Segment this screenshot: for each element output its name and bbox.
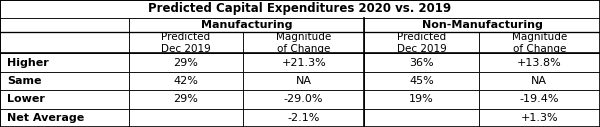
Text: 36%: 36% bbox=[409, 58, 434, 68]
Bar bbox=[129, 53, 243, 72]
Bar bbox=[364, 90, 479, 109]
Bar bbox=[0, 18, 129, 33]
Text: 45%: 45% bbox=[409, 76, 434, 86]
Bar bbox=[129, 33, 243, 53]
Text: Predicted
Dec 2019: Predicted Dec 2019 bbox=[161, 32, 211, 54]
Text: Predicted
Dec 2019: Predicted Dec 2019 bbox=[397, 32, 446, 54]
Text: -2.1%: -2.1% bbox=[287, 113, 320, 123]
Text: Net Average: Net Average bbox=[7, 113, 85, 123]
Bar bbox=[479, 109, 600, 127]
Bar bbox=[364, 33, 479, 53]
Bar bbox=[0, 53, 129, 72]
Text: +13.8%: +13.8% bbox=[517, 58, 562, 68]
Text: Higher: Higher bbox=[7, 58, 49, 68]
Text: 42%: 42% bbox=[173, 76, 199, 86]
Text: 29%: 29% bbox=[173, 94, 199, 104]
Bar bbox=[0, 90, 129, 109]
Text: +21.3%: +21.3% bbox=[281, 58, 326, 68]
Bar bbox=[0, 0, 600, 18]
Bar bbox=[129, 18, 364, 33]
Bar bbox=[479, 90, 600, 109]
Text: Lower: Lower bbox=[7, 94, 45, 104]
Bar bbox=[364, 109, 479, 127]
Text: NA: NA bbox=[296, 76, 311, 86]
Bar bbox=[243, 72, 364, 90]
Bar bbox=[0, 109, 129, 127]
Text: 19%: 19% bbox=[409, 94, 434, 104]
Text: Same: Same bbox=[7, 76, 42, 86]
Bar bbox=[364, 72, 479, 90]
Bar bbox=[129, 72, 243, 90]
Bar bbox=[0, 33, 129, 53]
Text: Magnitude
of Change: Magnitude of Change bbox=[512, 32, 567, 54]
Bar bbox=[243, 33, 364, 53]
Bar bbox=[479, 72, 600, 90]
Bar bbox=[479, 33, 600, 53]
Bar bbox=[243, 109, 364, 127]
Bar bbox=[364, 53, 479, 72]
Bar bbox=[479, 53, 600, 72]
Text: -29.0%: -29.0% bbox=[284, 94, 323, 104]
Bar bbox=[0, 72, 129, 90]
Bar bbox=[243, 53, 364, 72]
Text: NA: NA bbox=[531, 76, 547, 86]
Text: 29%: 29% bbox=[173, 58, 199, 68]
Text: Manufacturing: Manufacturing bbox=[201, 20, 292, 30]
Bar bbox=[129, 90, 243, 109]
Text: Predicted Capital Expenditures 2020 vs. 2019: Predicted Capital Expenditures 2020 vs. … bbox=[148, 2, 452, 15]
Text: +1.3%: +1.3% bbox=[520, 113, 558, 123]
Bar bbox=[364, 18, 600, 33]
Text: Magnitude
of Change: Magnitude of Change bbox=[276, 32, 331, 54]
Bar bbox=[243, 90, 364, 109]
Text: Non-Manufacturing: Non-Manufacturing bbox=[422, 20, 542, 30]
Bar bbox=[129, 109, 243, 127]
Text: -19.4%: -19.4% bbox=[520, 94, 559, 104]
